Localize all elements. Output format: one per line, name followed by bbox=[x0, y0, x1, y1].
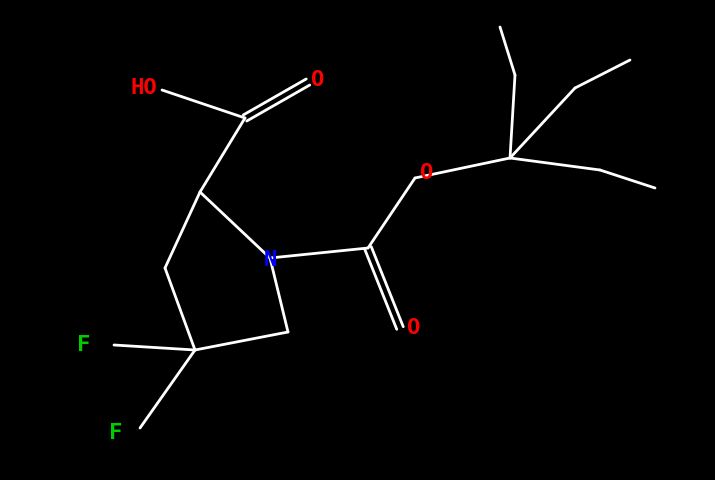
Text: F: F bbox=[109, 423, 123, 443]
Text: O: O bbox=[408, 318, 420, 338]
Text: F: F bbox=[77, 335, 91, 355]
Text: HO: HO bbox=[131, 78, 157, 98]
Text: O: O bbox=[420, 163, 434, 183]
Text: N: N bbox=[263, 250, 277, 270]
Text: O: O bbox=[311, 70, 325, 90]
